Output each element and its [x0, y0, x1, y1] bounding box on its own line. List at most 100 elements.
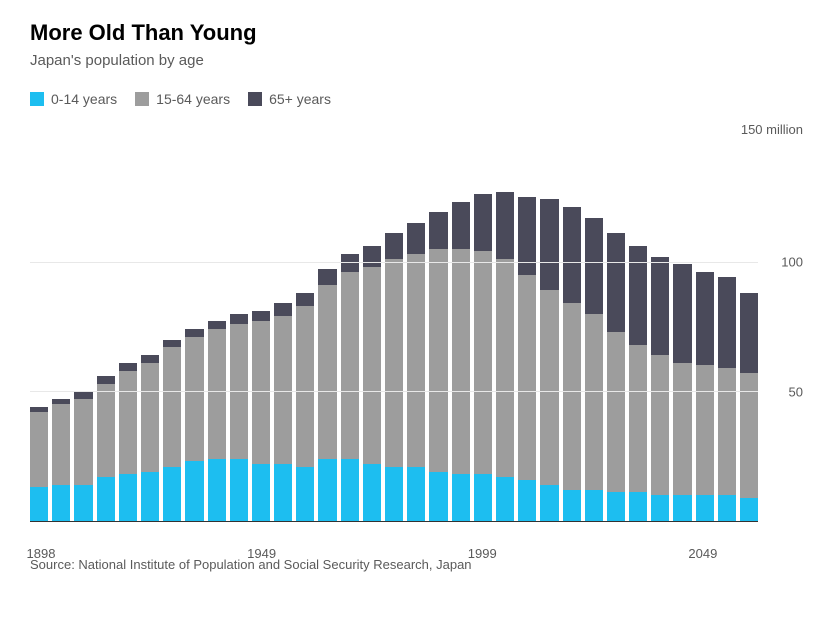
- bar-segment-young: [208, 459, 226, 521]
- bar: [651, 132, 669, 521]
- bar-segment-mid: [629, 345, 647, 493]
- bar-segment-old: [585, 218, 603, 314]
- bar: [363, 132, 381, 521]
- bar: [30, 132, 48, 521]
- bar: [74, 132, 92, 521]
- bar-segment-old: [252, 311, 270, 321]
- legend-label: 65+ years: [269, 91, 331, 107]
- bar: [163, 132, 181, 521]
- bar-segment-young: [30, 487, 48, 521]
- bar-segment-mid: [52, 404, 70, 484]
- bar: [518, 132, 536, 521]
- bar-segment-mid: [607, 332, 625, 493]
- legend-label: 0-14 years: [51, 91, 117, 107]
- bar-segment-old: [474, 194, 492, 251]
- bar: [407, 132, 425, 521]
- bar-segment-old: [452, 202, 470, 249]
- bar-segment-young: [407, 467, 425, 521]
- bar: [97, 132, 115, 521]
- bar-segment-mid: [274, 316, 292, 464]
- bar-segment-old: [673, 264, 691, 363]
- bar-segment-mid: [208, 329, 226, 459]
- bar-segment-mid: [429, 249, 447, 472]
- legend-item: 0-14 years: [30, 91, 117, 107]
- bar: [452, 132, 470, 521]
- bar-segment-old: [385, 233, 403, 259]
- bar-segment-young: [629, 492, 647, 521]
- bar-segment-mid: [341, 272, 359, 459]
- bar-segment-old: [141, 355, 159, 363]
- bar-segment-mid: [74, 399, 92, 485]
- bar: [296, 132, 314, 521]
- bar-segment-old: [341, 254, 359, 272]
- y-axis-tick-label: 50: [789, 385, 803, 400]
- legend-swatch: [135, 92, 149, 106]
- chart-subtitle: Japan's population by age: [30, 52, 803, 69]
- bar-segment-young: [119, 474, 137, 521]
- bar-segment-old: [208, 321, 226, 329]
- bar-segment-young: [740, 498, 758, 521]
- bar-segment-old: [363, 246, 381, 267]
- bar-segment-young: [429, 472, 447, 521]
- bar: [208, 132, 226, 521]
- bar-segment-old: [185, 329, 203, 337]
- bar-segment-mid: [474, 251, 492, 474]
- bar-segment-young: [496, 477, 514, 521]
- bar-segment-young: [52, 485, 70, 521]
- bar-segment-young: [385, 467, 403, 521]
- bar: [673, 132, 691, 521]
- bar-segment-young: [474, 474, 492, 521]
- bar: [230, 132, 248, 521]
- bar-segment-old: [74, 391, 92, 399]
- bar-segment-mid: [363, 267, 381, 464]
- bar-segment-mid: [185, 337, 203, 461]
- bar-segment-mid: [163, 347, 181, 466]
- bar-segment-mid: [540, 290, 558, 485]
- x-axis-tick-label: 1898: [27, 546, 56, 561]
- bar-segment-young: [74, 485, 92, 521]
- bar-segment-young: [518, 480, 536, 521]
- bar: [474, 132, 492, 521]
- bar-segment-mid: [119, 371, 137, 475]
- bar-segment-mid: [30, 412, 48, 487]
- gridline: [30, 262, 758, 263]
- bar-segment-old: [163, 340, 181, 348]
- bar: [540, 132, 558, 521]
- bar-segment-mid: [318, 285, 336, 459]
- bar: [119, 132, 137, 521]
- bar-segment-young: [585, 490, 603, 521]
- bar-segment-old: [718, 277, 736, 368]
- bar-segment-old: [607, 233, 625, 332]
- bar-segment-young: [252, 464, 270, 521]
- plot-area: [30, 132, 758, 522]
- legend-item: 65+ years: [248, 91, 331, 107]
- bar-segment-mid: [518, 275, 536, 480]
- bar-segment-mid: [97, 384, 115, 477]
- bar-segment-young: [318, 459, 336, 521]
- bar-segment-young: [607, 492, 625, 521]
- bar-segment-old: [496, 192, 514, 259]
- bar-segment-mid: [673, 363, 691, 495]
- bar-segment-mid: [651, 355, 669, 495]
- bar-segment-young: [274, 464, 292, 521]
- bar-segment-young: [341, 459, 359, 521]
- bar: [429, 132, 447, 521]
- bar-segment-old: [318, 269, 336, 285]
- chart-container: 150 million 1898194919992049 50100: [30, 122, 803, 522]
- legend-item: 15-64 years: [135, 91, 230, 107]
- bar-segment-mid: [141, 363, 159, 472]
- bar-segment-old: [274, 303, 292, 316]
- bar-segment-mid: [696, 365, 714, 495]
- bar: [718, 132, 736, 521]
- bar-segment-young: [141, 472, 159, 521]
- bar: [585, 132, 603, 521]
- x-axis-tick-label: 1999: [468, 546, 497, 561]
- bar: [185, 132, 203, 521]
- bar-segment-mid: [296, 306, 314, 467]
- legend-swatch: [248, 92, 262, 106]
- bar-segment-old: [563, 207, 581, 303]
- bar-segment-young: [163, 467, 181, 521]
- bar-segment-old: [696, 272, 714, 365]
- bar: [607, 132, 625, 521]
- bar-segment-young: [452, 474, 470, 521]
